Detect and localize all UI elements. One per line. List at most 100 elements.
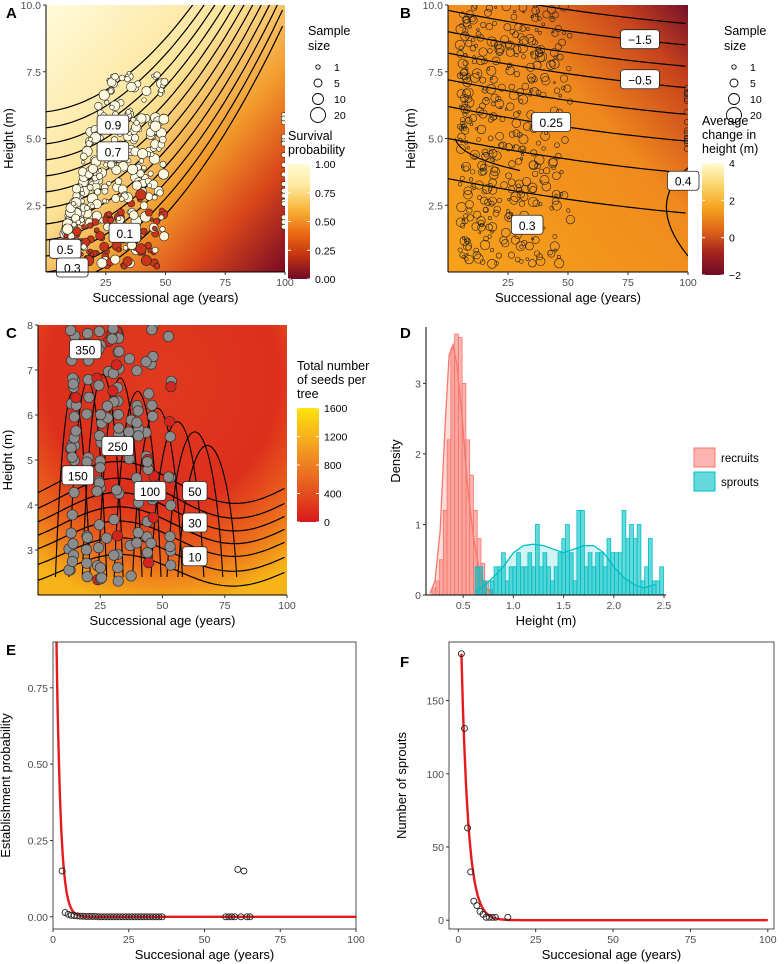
- data-point: [547, 249, 556, 258]
- data-point: [459, 252, 466, 259]
- panel-b: −1.5−0.50.250.40.325 50 75 1002.55.07.510.0…: [400, 0, 766, 305]
- colorbar: [702, 163, 724, 275]
- data-point: [139, 201, 149, 210]
- data-point: [281, 219, 285, 225]
- data-point: [65, 442, 77, 454]
- data-point: [535, 256, 546, 267]
- data-point: [518, 94, 529, 105]
- data-point: [98, 89, 110, 101]
- data-point: [487, 234, 492, 239]
- y-tick-label: 150: [426, 696, 444, 708]
- data-point: [539, 179, 543, 183]
- data-point: [457, 247, 463, 253]
- data-point: [469, 45, 477, 52]
- data-point: [234, 866, 242, 873]
- size-legend-label: 20: [750, 110, 762, 122]
- contour-label: 30: [188, 517, 202, 531]
- data-point: [100, 532, 112, 544]
- data-point: [464, 97, 475, 108]
- data-point: [131, 537, 143, 549]
- data-point: [506, 66, 510, 71]
- panel-tag: C: [6, 325, 17, 342]
- contour-label: 0.3: [519, 219, 536, 233]
- data-point: [476, 124, 487, 135]
- data-point: [501, 239, 510, 248]
- data-point: [466, 73, 471, 78]
- data-point: [95, 409, 107, 421]
- size-legend-key: [310, 107, 326, 123]
- y-tick-label: 1: [415, 519, 421, 531]
- data-point: [467, 868, 475, 876]
- data-point: [538, 202, 543, 207]
- data-point: [520, 149, 525, 153]
- data-point: [243, 913, 251, 921]
- data-point: [281, 171, 285, 178]
- fitted-curve: [55, 642, 356, 918]
- data-point: [149, 120, 162, 132]
- data-point: [536, 16, 542, 22]
- contour-label: 100: [140, 485, 160, 499]
- data-point: [469, 177, 474, 182]
- contour-label-box: [182, 481, 208, 501]
- x-tick-label: 75: [219, 600, 231, 612]
- data-point: [541, 146, 546, 151]
- data-point: [68, 486, 80, 499]
- data-point: [505, 47, 515, 57]
- data-point: [158, 913, 166, 921]
- data-point: [476, 34, 485, 42]
- colorbar-label: 1200: [324, 432, 348, 444]
- data-point: [551, 29, 559, 37]
- data-point: [68, 411, 80, 423]
- data-point: [542, 10, 551, 19]
- data-point: [530, 50, 540, 59]
- data-point: [490, 248, 495, 253]
- data-point: [479, 102, 486, 110]
- data-point: [519, 145, 526, 152]
- data-point: [504, 913, 512, 921]
- colorbar-label: 1600: [324, 403, 348, 415]
- contour-line: [46, 5, 194, 113]
- x-tick-label: 50: [562, 277, 574, 289]
- colorbar-label: 400: [324, 489, 342, 501]
- data-point: [91, 485, 103, 497]
- data-point: [107, 216, 114, 224]
- size-legend-key: [313, 78, 323, 88]
- data-point: [164, 431, 176, 443]
- data-point: [531, 237, 535, 241]
- data-point: [505, 66, 515, 76]
- data-point: [108, 549, 120, 561]
- data-point: [484, 8, 492, 17]
- contour-label-box: [101, 436, 134, 456]
- data-point: [118, 74, 126, 82]
- data-point: [488, 185, 498, 195]
- histogram-bar: [636, 524, 642, 596]
- data-point: [547, 5, 557, 15]
- panel-tag: A: [6, 5, 17, 22]
- data-point: [158, 113, 170, 125]
- data-point: [566, 208, 571, 213]
- data-point: [114, 177, 123, 186]
- legend-label: recruits: [721, 453, 759, 465]
- data-point: [473, 902, 481, 910]
- data-point: [458, 72, 462, 76]
- data-point: [516, 190, 526, 199]
- data-point: [147, 410, 159, 422]
- size-legend-label: 5: [334, 78, 340, 90]
- data-point: [549, 48, 559, 57]
- data-point: [140, 356, 152, 368]
- data-point: [153, 71, 161, 79]
- colorbar: [297, 408, 319, 522]
- density-curve: [474, 543, 657, 593]
- data-point: [514, 23, 523, 32]
- data-point: [490, 229, 495, 234]
- y-tick-label: 5: [27, 455, 33, 467]
- contour-label-box: [96, 141, 130, 162]
- data-point: [549, 241, 560, 252]
- data-point: [65, 325, 77, 336]
- data-point: [496, 197, 502, 204]
- data-point: [532, 39, 538, 46]
- data-point: [492, 115, 497, 120]
- data-point: [58, 867, 66, 875]
- data-point: [495, 44, 505, 54]
- data-point: [124, 75, 131, 83]
